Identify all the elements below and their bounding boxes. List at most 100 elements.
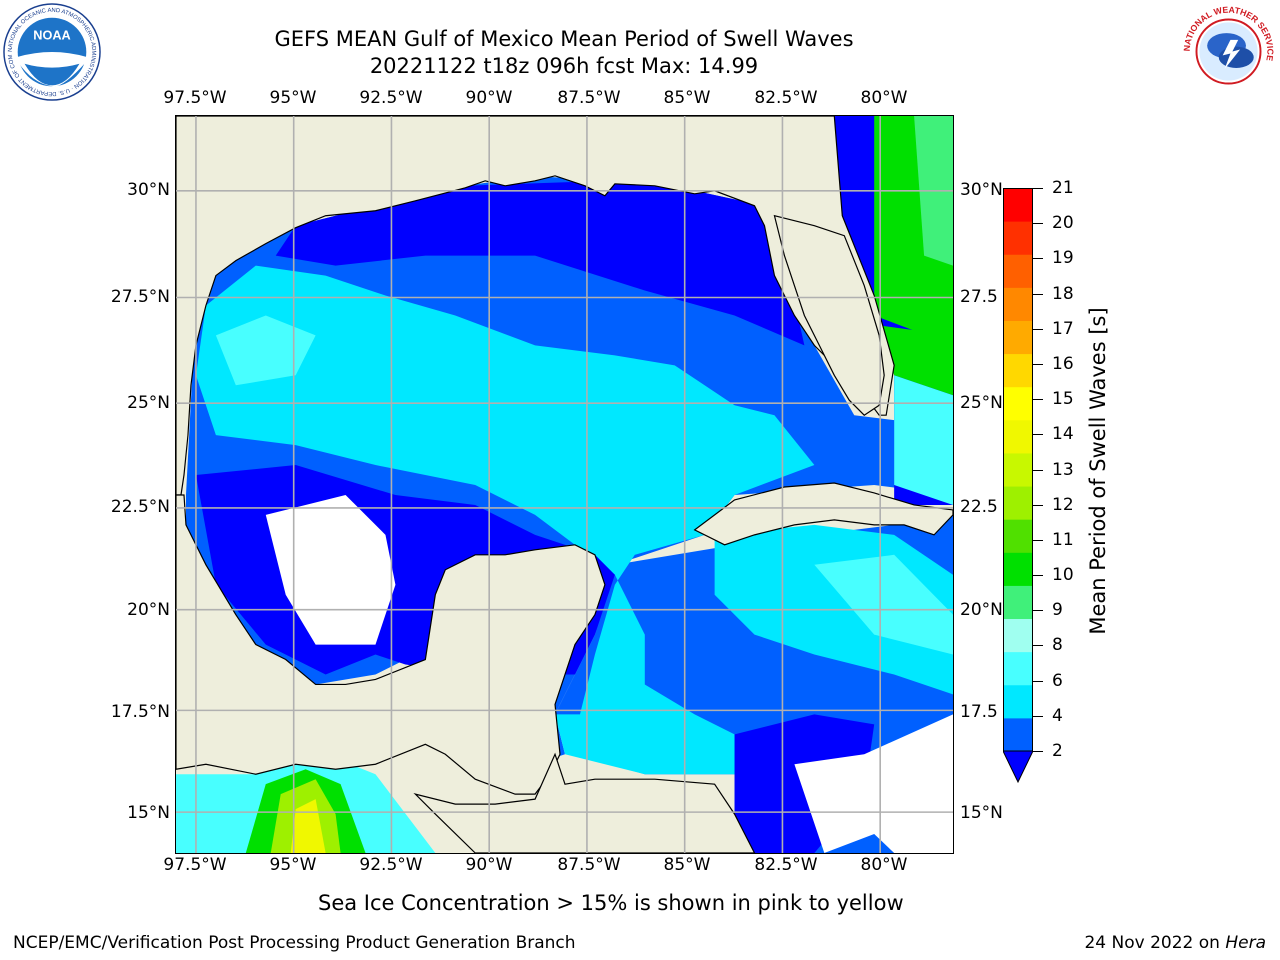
lat-label-right: 20°N <box>960 600 1003 620</box>
lon-label-top: 95°W <box>269 88 317 108</box>
lat-label-left: 25°N <box>127 393 170 413</box>
colorbar-segment <box>1003 717 1033 752</box>
lon-label-top: 80°W <box>860 88 908 108</box>
colorbar-tick-label: 12 <box>1052 494 1074 515</box>
colorbar-segment <box>1003 585 1033 620</box>
colorbar-label: Mean Period of Swell Waves [s] <box>1086 307 1110 635</box>
colorbar-tick-label: 21 <box>1052 178 1074 198</box>
lat-label-right: 25°N <box>960 393 1003 413</box>
colorbar-tick-label: 4 <box>1052 705 1063 726</box>
lat-label-left: 17.5°N <box>110 702 170 722</box>
lat-label-left: 22.5°N <box>110 497 170 517</box>
footer-date: 24 Nov 2022 on Hera <box>1084 933 1266 953</box>
cyan-band <box>195 265 815 775</box>
colorbar-tick-label: 18 <box>1052 283 1074 304</box>
colorbar-tick-mark <box>1033 504 1043 506</box>
cuba-land <box>693 482 953 546</box>
colorbar-segment <box>1003 386 1033 421</box>
colorbar-tick-label: 13 <box>1052 459 1074 480</box>
nws-logo: NATIONAL WEATHER SERVICE <box>1180 3 1277 100</box>
colorbar-tick-label: 11 <box>1052 529 1074 550</box>
colorbar-tick-label: 20 <box>1052 213 1074 234</box>
colorbar-tick-label: 17 <box>1052 318 1074 339</box>
colorbar-tick-label: 16 <box>1052 353 1074 374</box>
sea-ice-note: Sea Ice Concentration > 15% is shown in … <box>318 891 904 915</box>
lat-label-right: 22.5 <box>960 497 998 517</box>
florida-land <box>773 214 885 416</box>
chart-title: GEFS MEAN Gulf of Mexico Mean Period of … <box>274 27 854 51</box>
colorbar-segment <box>1003 452 1033 487</box>
footer-date-text: 24 Nov 2022 on <box>1084 933 1226 953</box>
colorbar-tick-label: 15 <box>1052 389 1074 410</box>
lat-label-left: 27.5°N <box>110 287 170 307</box>
noaa-logo: NOAA NATIONAL OCEANIC AND ATMOSPHERIC AD… <box>3 3 101 101</box>
lon-label-top: 97.5°W <box>163 88 227 108</box>
colorbar-segment <box>1003 287 1033 321</box>
colorbar-segment <box>1003 188 1033 222</box>
lat-label-right: 30°N <box>960 180 1003 200</box>
colorbar-segment <box>1003 651 1033 686</box>
chart-subtitle: 20221122 t18z 096h fcst Max: 14.99 <box>369 54 759 78</box>
colorbar-tick-mark <box>1033 258 1043 260</box>
lon-label-bottom: 92.5°W <box>359 855 423 875</box>
lat-label-right: 15°N <box>960 803 1003 823</box>
colorbar-tick-mark <box>1033 293 1043 295</box>
colorbar-segment <box>1003 353 1033 388</box>
lon-label-bottom: 97.5°W <box>163 855 227 875</box>
colorbar-extend-triangle <box>1003 750 1033 783</box>
colorbar-tick-mark <box>1033 223 1043 225</box>
colorbar-tick-label: 2 <box>1052 741 1063 761</box>
colorbar-tick-mark <box>1033 575 1043 577</box>
lon-label-top: 92.5°W <box>359 88 423 108</box>
colorbar-segment <box>1003 486 1033 520</box>
colorbar-segment <box>1003 221 1033 255</box>
colorbar-tick-mark <box>1033 363 1043 365</box>
colorbar-tick-mark <box>1033 328 1043 330</box>
lon-label-bottom: 85°W <box>663 855 711 875</box>
colorbar-tick-mark <box>1033 751 1043 752</box>
lat-label-left: 15°N <box>127 803 170 823</box>
colorbar-tick-mark <box>1033 680 1043 682</box>
colorbar-tick-label: 6 <box>1052 670 1063 691</box>
lat-label-right: 17.5 <box>960 702 998 722</box>
mexico-land <box>176 494 606 795</box>
lon-label-top: 87.5°W <box>557 88 621 108</box>
colorbar-tick-label: 14 <box>1052 424 1074 445</box>
footer-host: Hera <box>1225 933 1266 953</box>
lon-label-bottom: 80°W <box>860 855 908 875</box>
colorbar <box>1003 188 1033 783</box>
colorbar-tick-mark <box>1033 469 1043 471</box>
colorbar-segment <box>1003 419 1033 454</box>
colorbar-tick-mark <box>1033 645 1043 647</box>
colorbar-segment <box>1003 254 1033 288</box>
lon-label-top: 90°W <box>465 88 513 108</box>
colorbar-segment <box>1003 320 1033 355</box>
colorbar-tick-label: 10 <box>1052 565 1074 586</box>
colorbar-tick-mark <box>1033 434 1043 436</box>
lon-label-bottom: 95°W <box>269 855 317 875</box>
noaa-logo-text: NOAA <box>33 27 71 42</box>
graticule <box>176 116 953 853</box>
colorbar-tick-mark <box>1033 610 1043 612</box>
lon-label-top: 82.5°W <box>754 88 818 108</box>
lon-label-bottom: 87.5°W <box>557 855 621 875</box>
colorbar-tick-mark <box>1033 399 1043 401</box>
colorbar-tick-label: 8 <box>1052 635 1063 656</box>
colorbar-tick-mark <box>1033 188 1043 189</box>
footer-credit: NCEP/EMC/Verification Post Processing Pr… <box>13 933 576 953</box>
colorbar-tick-mark <box>1033 715 1043 717</box>
colorbar-tick-mark <box>1033 539 1043 541</box>
swell-period-map <box>175 115 954 854</box>
lat-label-left: 20°N <box>127 600 170 620</box>
lon-label-bottom: 82.5°W <box>754 855 818 875</box>
colorbar-tick-label: 19 <box>1052 248 1074 269</box>
colorbar-segment <box>1003 684 1033 719</box>
lon-label-bottom: 90°W <box>465 855 513 875</box>
colorbar-segment <box>1003 519 1033 553</box>
colorbar-frame <box>1003 188 1033 752</box>
lon-label-top: 85°W <box>663 88 711 108</box>
colorbar-tick-label: 9 <box>1052 600 1063 621</box>
lat-label-left: 30°N <box>127 180 170 200</box>
colorbar-segment <box>1003 552 1033 586</box>
lat-label-right: 27.5 <box>960 287 998 307</box>
